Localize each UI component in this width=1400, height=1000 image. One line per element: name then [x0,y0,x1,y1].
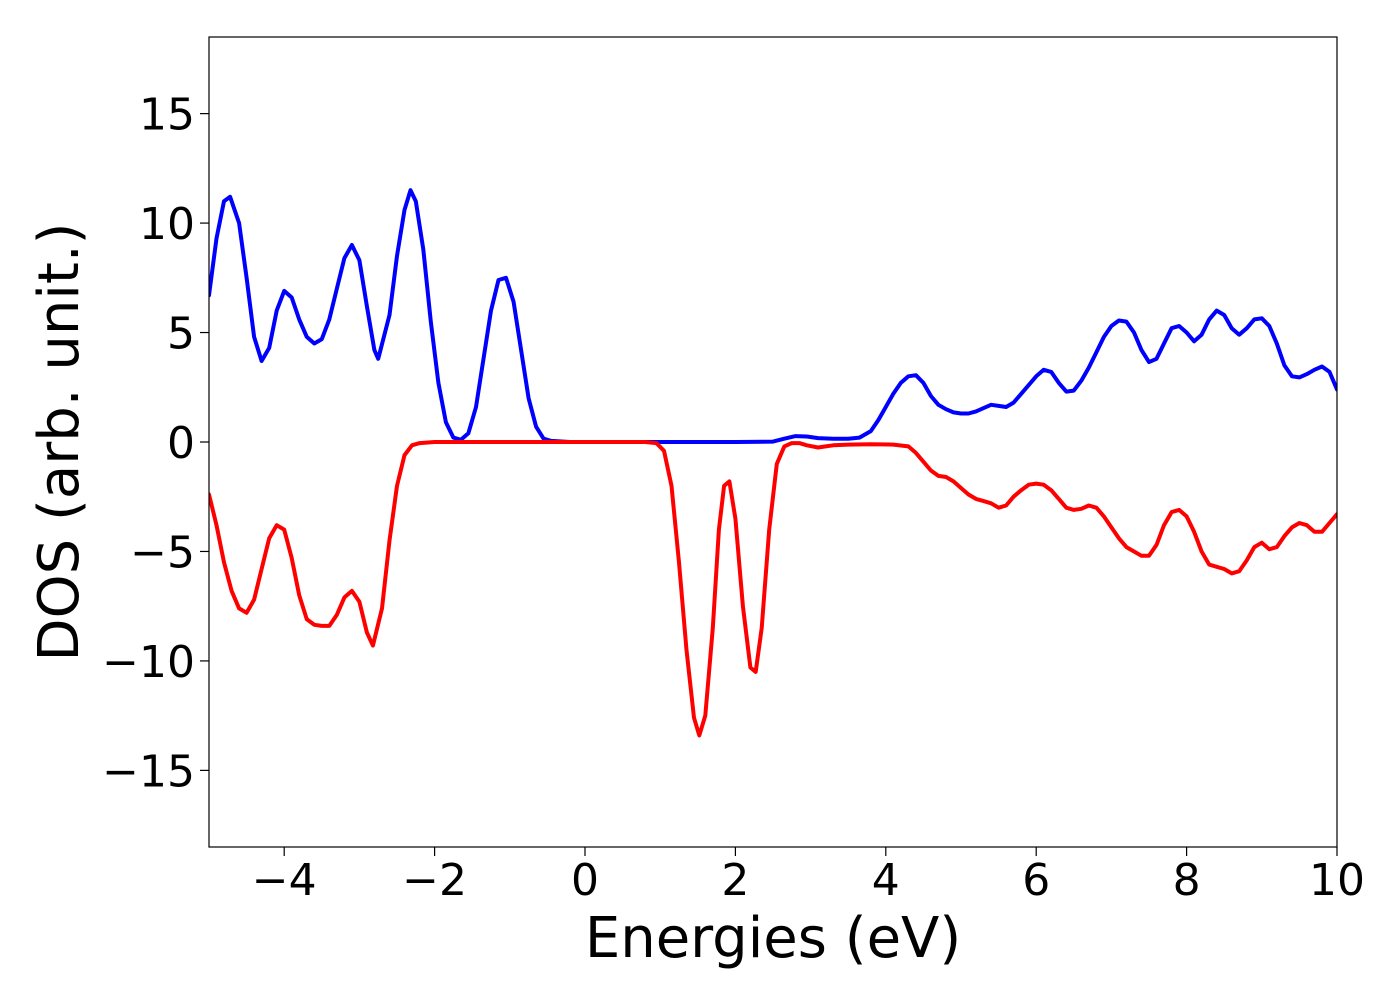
y-tick-label: 0 [167,418,195,469]
x-axis-ticks: −4 −2 0 2 4 6 8 10 [252,847,1365,906]
y-tick-label: −15 [102,746,195,797]
y-axis-ticks: −15 −10 −5 0 5 10 15 [102,90,209,797]
y-tick-label: 5 [167,309,195,360]
y-tick-label: −10 [102,637,195,688]
x-tick-label: 4 [872,855,900,906]
x-tick-label: 6 [1022,855,1050,906]
x-tick-label: 0 [571,855,599,906]
y-tick-label: −5 [130,527,195,578]
x-tick-label: 8 [1173,855,1201,906]
x-tick-label: 10 [1309,855,1365,906]
y-tick-label: 15 [139,90,195,141]
x-tick-label: 2 [721,855,749,906]
x-tick-label: −4 [252,855,317,906]
y-axis-label: DOS (arb. unit.) [27,222,92,661]
series-line-2 [209,440,1337,738]
series-line-1 [209,188,1337,444]
x-axis-label: Energies (eV) [585,906,961,971]
x-tick-label: −2 [402,855,467,906]
y-tick-label: 10 [139,199,195,250]
series-layer [209,188,1337,738]
